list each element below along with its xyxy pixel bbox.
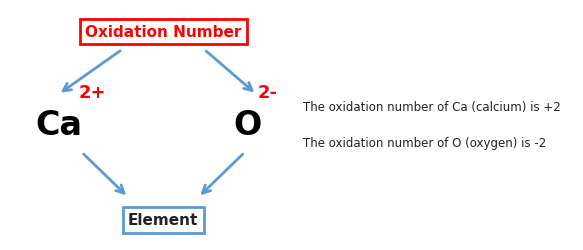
Text: 2-: 2- (258, 84, 278, 102)
Text: Oxidation Number: Oxidation Number (85, 25, 241, 40)
Text: Element: Element (128, 212, 198, 228)
Text: O: O (233, 108, 261, 142)
Text: 2+: 2+ (79, 84, 106, 102)
Text: The oxidation number of Ca (calcium) is +2: The oxidation number of Ca (calcium) is … (303, 101, 561, 114)
Text: Ca: Ca (35, 108, 82, 142)
Text: The oxidation number of O (oxygen) is -2: The oxidation number of O (oxygen) is -2 (303, 136, 546, 149)
